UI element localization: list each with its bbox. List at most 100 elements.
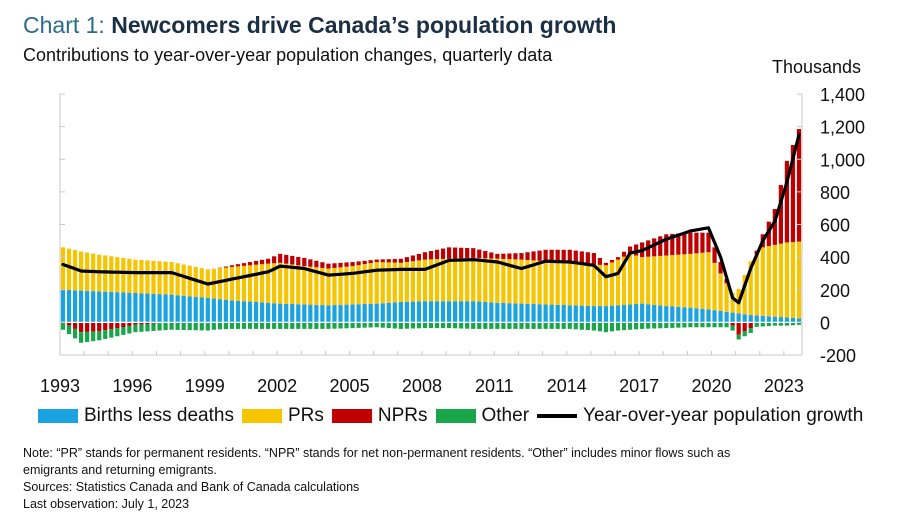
bar-other: [290, 322, 295, 329]
bar-other: [332, 322, 337, 329]
legend-label-births: Births less deaths: [84, 405, 234, 426]
bar-prs: [501, 258, 506, 303]
bar-nprs: [664, 234, 669, 256]
bar-prs: [314, 267, 319, 305]
bar-nprs: [320, 262, 325, 268]
bar-other: [428, 322, 434, 329]
bar-other: [139, 324, 144, 332]
bar-other: [278, 322, 283, 329]
bar-other: [549, 322, 554, 329]
bar-prs: [778, 243, 783, 318]
bar-other: [519, 322, 524, 329]
bar-prs: [380, 262, 385, 304]
bar-births: [187, 296, 192, 323]
bar-prs: [603, 265, 609, 307]
bar-nprs: [296, 256, 301, 266]
bar-nprs: [712, 247, 717, 263]
bar-births: [416, 301, 422, 323]
bar-prs: [573, 262, 578, 306]
bar-other: [217, 322, 222, 330]
bar-nprs: [597, 257, 603, 265]
bar-nprs: [434, 249, 440, 260]
x-tick-label: 2002: [257, 376, 297, 396]
bar-prs: [272, 263, 277, 304]
bar-other: [627, 322, 633, 330]
bar-prs: [772, 244, 777, 317]
bar-other: [338, 322, 343, 329]
bar-births: [477, 301, 482, 323]
bar-prs: [253, 264, 259, 302]
bar-other: [66, 325, 72, 335]
bar-prs: [676, 254, 681, 307]
bar-other: [127, 325, 132, 334]
bar-nprs: [308, 259, 313, 267]
bar-other: [121, 327, 126, 335]
bar-other: [296, 322, 301, 329]
bar-prs: [115, 257, 120, 293]
bar-prs: [760, 247, 765, 316]
bar-prs: [121, 257, 126, 293]
bar-other: [465, 322, 470, 329]
bar-births: [543, 304, 548, 323]
bar-nprs: [736, 322, 741, 335]
bar-nprs: [380, 259, 385, 263]
bar-other: [284, 322, 289, 329]
bar-births: [332, 305, 337, 323]
bar-births: [66, 290, 72, 323]
bar-other: [646, 322, 651, 329]
bar-other: [784, 322, 790, 326]
bar-nprs: [525, 252, 530, 260]
bar-prs: [561, 261, 566, 306]
bar-nprs: [121, 322, 126, 327]
bar-nprs: [615, 257, 621, 260]
bar-nprs: [66, 322, 72, 326]
x-tick-label: 1993: [40, 376, 80, 396]
bar-nprs: [676, 233, 681, 255]
y-axis-unit-label: Thousands: [772, 57, 862, 77]
bar-other: [573, 322, 578, 330]
bar-other: [235, 322, 241, 329]
bar-births: [79, 290, 84, 323]
bar-other: [302, 322, 307, 329]
bar-other: [259, 322, 265, 329]
bar-births: [579, 305, 584, 323]
bar-other: [320, 322, 325, 329]
bar-other: [404, 322, 409, 329]
bar-births: [537, 304, 542, 323]
bar-births: [501, 303, 506, 323]
bar-other: [187, 322, 192, 331]
bar-births: [712, 310, 717, 323]
bar-births: [718, 310, 723, 323]
bar-births: [229, 300, 235, 323]
bar-nprs: [266, 258, 271, 264]
bar-nprs: [633, 244, 639, 256]
bar-nprs: [507, 253, 512, 260]
bar-prs: [633, 255, 639, 305]
bar-prs: [266, 263, 271, 303]
bar-births: [561, 305, 566, 323]
legend-swatch-births: [38, 409, 78, 423]
bar-prs: [694, 253, 699, 309]
bar-births: [790, 317, 796, 323]
bar-nprs: [573, 250, 578, 263]
bar-nprs: [241, 263, 247, 266]
bar-nprs: [796, 129, 802, 242]
bar-nprs: [235, 264, 241, 267]
bar-nprs: [700, 232, 705, 253]
bar-prs: [658, 255, 663, 306]
bar-births: [241, 301, 247, 323]
bar-other: [85, 331, 90, 342]
bar-births: [398, 301, 403, 323]
bar-births: [97, 291, 102, 323]
bar-other: [356, 322, 361, 328]
bar-prs: [446, 258, 452, 302]
bar-nprs: [790, 144, 796, 243]
bar-nprs: [350, 262, 355, 267]
bar-other: [736, 334, 741, 340]
last-observation-line: Last observation: July 1, 2023: [23, 497, 190, 511]
bar-prs: [471, 257, 476, 302]
bar-nprs: [543, 249, 548, 262]
y-tick-label: 1,200: [820, 118, 865, 138]
bar-prs: [127, 258, 132, 293]
bar-prs: [513, 259, 518, 304]
